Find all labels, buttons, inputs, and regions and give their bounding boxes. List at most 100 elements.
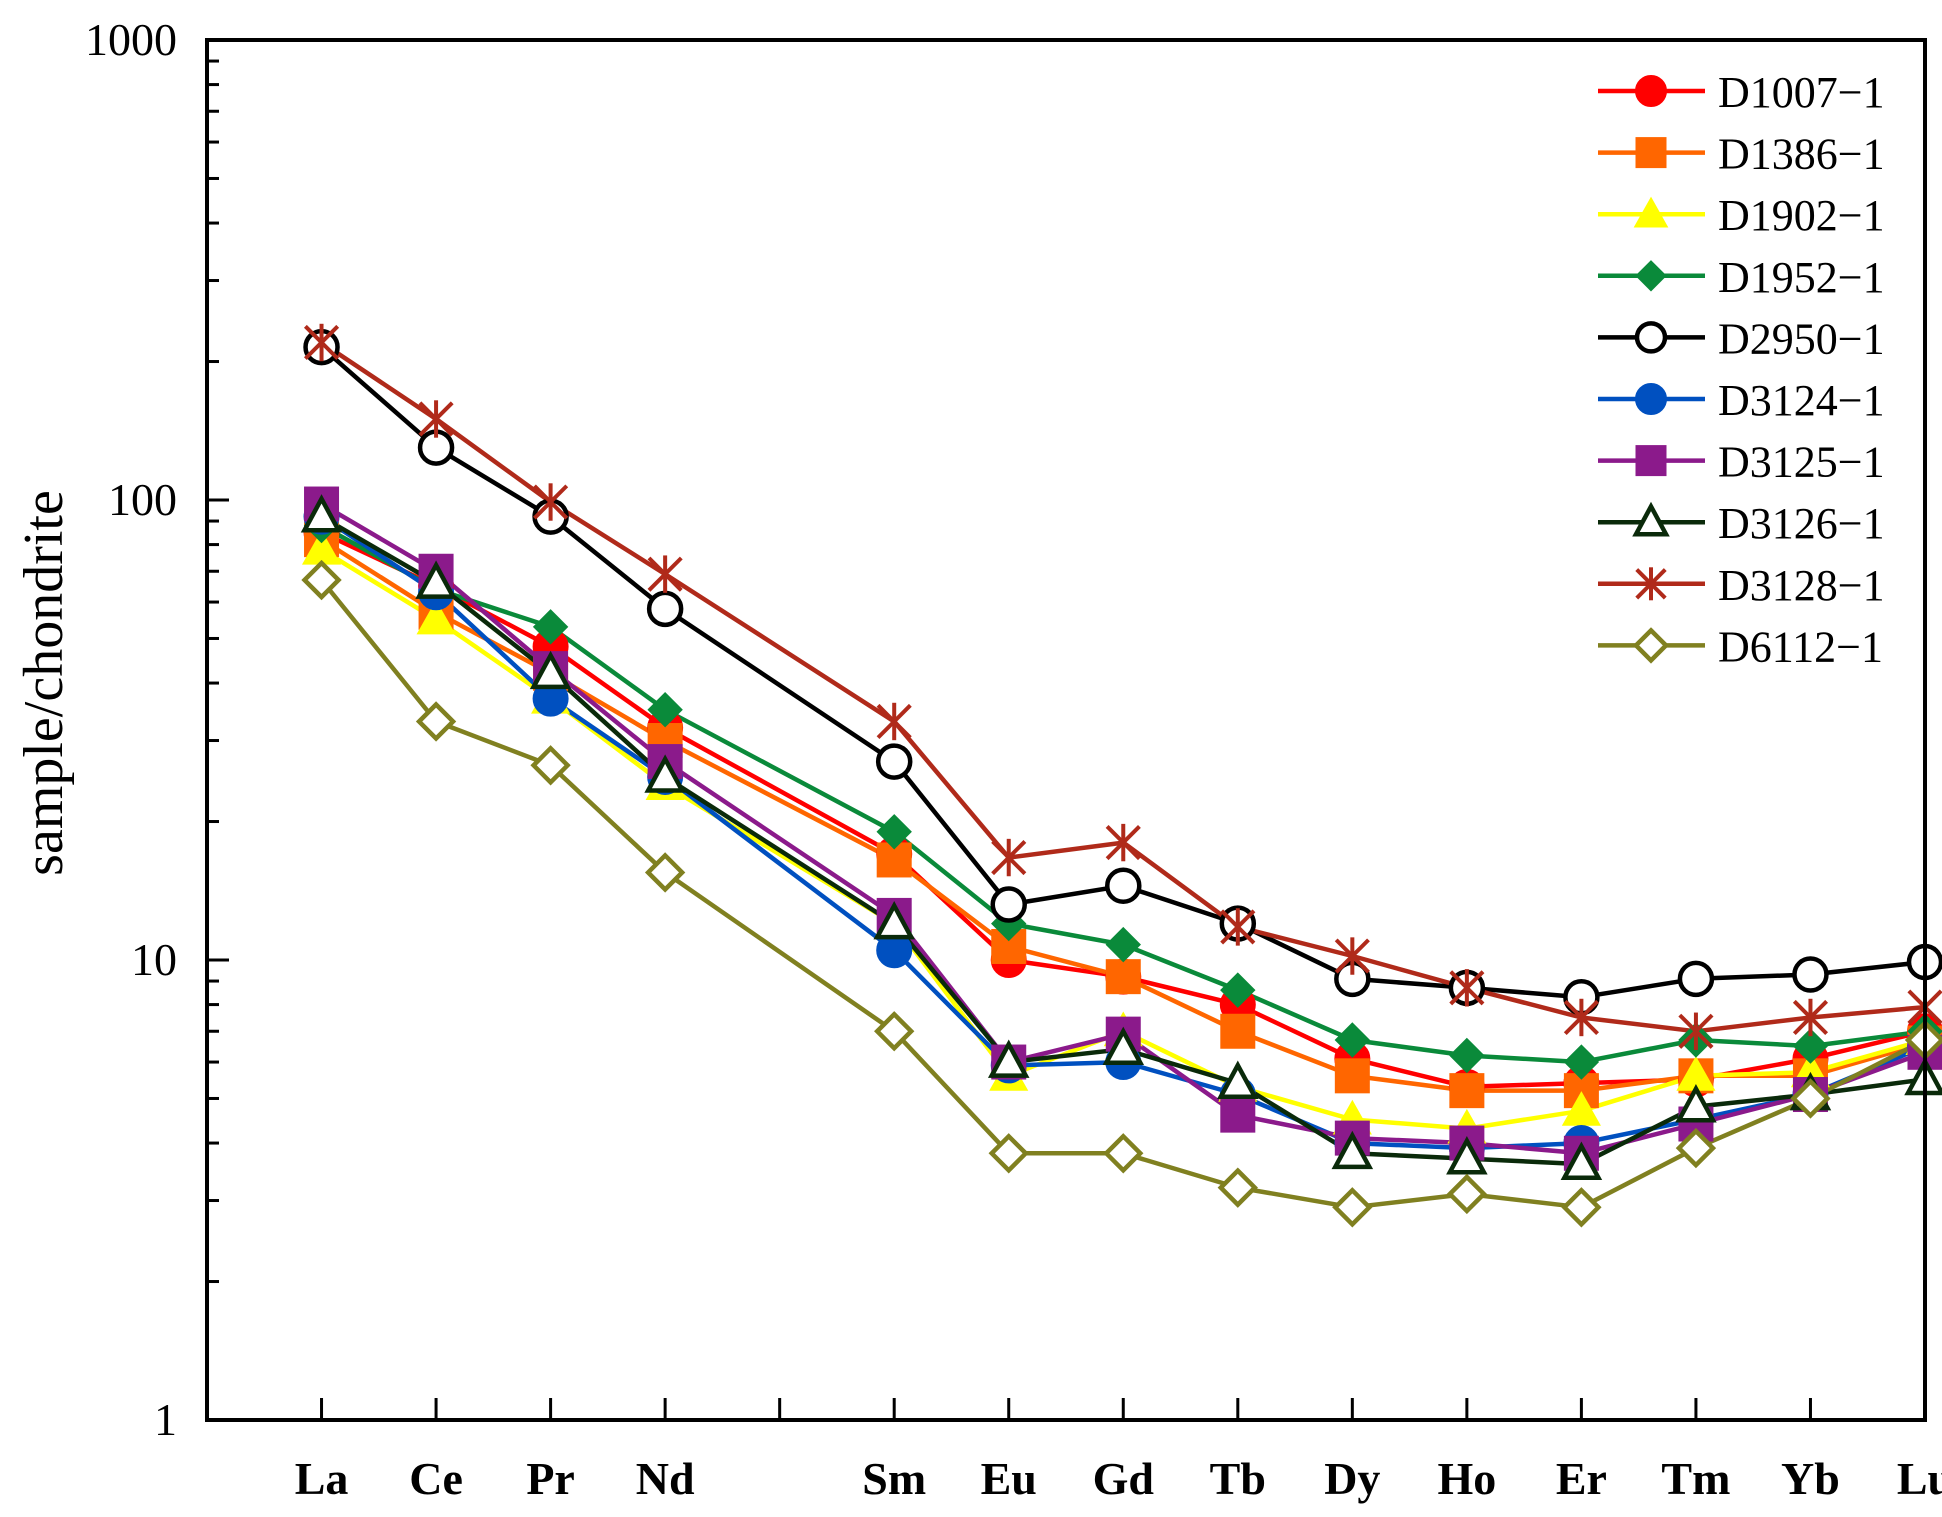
series-line bbox=[320, 340, 1926, 1034]
series-markers bbox=[300, 323, 1942, 1228]
x-tick-label: Dy bbox=[1324, 1453, 1380, 1504]
data-point bbox=[1792, 956, 1829, 993]
legend-label: D3125−1 bbox=[1718, 438, 1885, 487]
data-point bbox=[1560, 1141, 1603, 1180]
legend-entry: D1386−1 bbox=[1598, 130, 1885, 179]
data-point bbox=[1633, 196, 1669, 228]
data-point bbox=[1217, 1167, 1258, 1208]
legend-entry: D1952−1 bbox=[1598, 253, 1885, 302]
plot-frame bbox=[205, 38, 1927, 1422]
data-point bbox=[1334, 937, 1370, 975]
data-point bbox=[1105, 867, 1142, 905]
data-point bbox=[1446, 1136, 1488, 1175]
data-point bbox=[875, 743, 913, 780]
x-tick-label: Ho bbox=[1437, 1453, 1496, 1504]
data-point bbox=[988, 1133, 1029, 1174]
y-tick-label: 1000 bbox=[85, 14, 177, 65]
y-tick-label: 1 bbox=[154, 1394, 177, 1445]
legend-label: D1952−1 bbox=[1718, 253, 1885, 302]
data-point bbox=[644, 754, 686, 793]
x-tick-label: Sm bbox=[862, 1453, 926, 1504]
x-tick-label: Tb bbox=[1210, 1453, 1266, 1504]
series-line bbox=[320, 523, 1926, 1065]
data-point bbox=[991, 838, 1027, 877]
data-point bbox=[990, 886, 1027, 923]
x-tick-label: Lu bbox=[1897, 1453, 1942, 1504]
data-point bbox=[1561, 1187, 1602, 1228]
data-point bbox=[1632, 627, 1670, 664]
data-point bbox=[647, 692, 683, 728]
legend-label: D6112−1 bbox=[1718, 622, 1883, 671]
data-point bbox=[415, 560, 457, 599]
legend-label: D2950−1 bbox=[1718, 314, 1885, 363]
data-point bbox=[644, 852, 686, 893]
legend-label: D1007−1 bbox=[1718, 68, 1885, 117]
data-point bbox=[1635, 75, 1667, 107]
legend-label: D3126−1 bbox=[1718, 499, 1885, 548]
data-point bbox=[1563, 998, 1599, 1037]
data-point bbox=[303, 323, 340, 362]
legend-entry: D3128−1 bbox=[1598, 561, 1885, 610]
data-point bbox=[1220, 1097, 1256, 1133]
series-marker-group bbox=[301, 559, 1942, 1228]
data-point bbox=[1217, 1060, 1259, 1099]
legend-entry: D3124−1 bbox=[1598, 376, 1885, 425]
data-point bbox=[1678, 1012, 1714, 1050]
data-point bbox=[1790, 1078, 1831, 1119]
series-line bbox=[320, 514, 1926, 1167]
data-point bbox=[418, 400, 454, 438]
data-point bbox=[1103, 1133, 1144, 1174]
y-axis-label: sample/chondrite bbox=[13, 490, 75, 876]
data-point bbox=[1220, 972, 1256, 1008]
data-point bbox=[1563, 1044, 1600, 1080]
series-line bbox=[320, 502, 1926, 1156]
data-point bbox=[874, 1011, 915, 1052]
x-tick-label: Eu bbox=[981, 1453, 1037, 1504]
data-point bbox=[1635, 260, 1667, 292]
data-point bbox=[1105, 959, 1141, 995]
x-tick-label: Nd bbox=[636, 1453, 695, 1504]
x-tick-label: Yb bbox=[1781, 1453, 1840, 1504]
legend-entry: D3126−1 bbox=[1598, 499, 1885, 548]
series-line bbox=[320, 514, 1926, 1151]
y-tick-label: 10 bbox=[131, 934, 177, 985]
data-point bbox=[416, 599, 456, 635]
x-tick-label: Gd bbox=[1093, 1453, 1155, 1504]
legend-entry: D2950−1 bbox=[1598, 314, 1885, 363]
data-point bbox=[415, 701, 457, 742]
legend-label: D3124−1 bbox=[1718, 376, 1885, 425]
data-point bbox=[1675, 1127, 1717, 1169]
x-tick-label: Pr bbox=[526, 1453, 575, 1504]
data-point bbox=[300, 494, 343, 533]
legend-label: D3128−1 bbox=[1718, 561, 1885, 610]
series-line bbox=[320, 345, 1926, 1000]
data-point bbox=[1635, 445, 1667, 477]
series-line bbox=[319, 578, 1927, 1210]
data-point bbox=[1220, 908, 1256, 946]
data-point bbox=[873, 900, 915, 940]
data-point bbox=[1677, 960, 1715, 998]
legend-entry: D3125−1 bbox=[1598, 438, 1885, 487]
data-point bbox=[529, 650, 572, 690]
data-point bbox=[1449, 1073, 1485, 1109]
data-point bbox=[1632, 501, 1670, 537]
data-point bbox=[1449, 969, 1485, 1007]
y-tick-label: 100 bbox=[108, 474, 177, 525]
data-point bbox=[1446, 1173, 1488, 1215]
data-point bbox=[1635, 567, 1667, 601]
data-point bbox=[1220, 1013, 1256, 1049]
x-tick-label: La bbox=[295, 1453, 349, 1504]
legend: D1007−1 D1386−1 D1902−1 D1952−1 D2950−1 D3124… bbox=[1598, 68, 1885, 671]
axes: 1 10 100 1000 La Ce Pr Nd Sm Eu Gd Tb Dy Ho Er Tm Yb Lu bbox=[85, 14, 1942, 1504]
data-point bbox=[1105, 926, 1141, 963]
data-point bbox=[301, 559, 342, 601]
data-point bbox=[987, 1039, 1030, 1078]
data-point bbox=[532, 609, 569, 645]
data-point bbox=[1792, 998, 1829, 1037]
series-line bbox=[320, 530, 1926, 1090]
legend-entry: D1902−1 bbox=[1598, 191, 1885, 240]
data-point bbox=[1331, 1130, 1374, 1170]
data-point bbox=[1635, 137, 1667, 169]
series-marker-group bbox=[303, 323, 1942, 1050]
